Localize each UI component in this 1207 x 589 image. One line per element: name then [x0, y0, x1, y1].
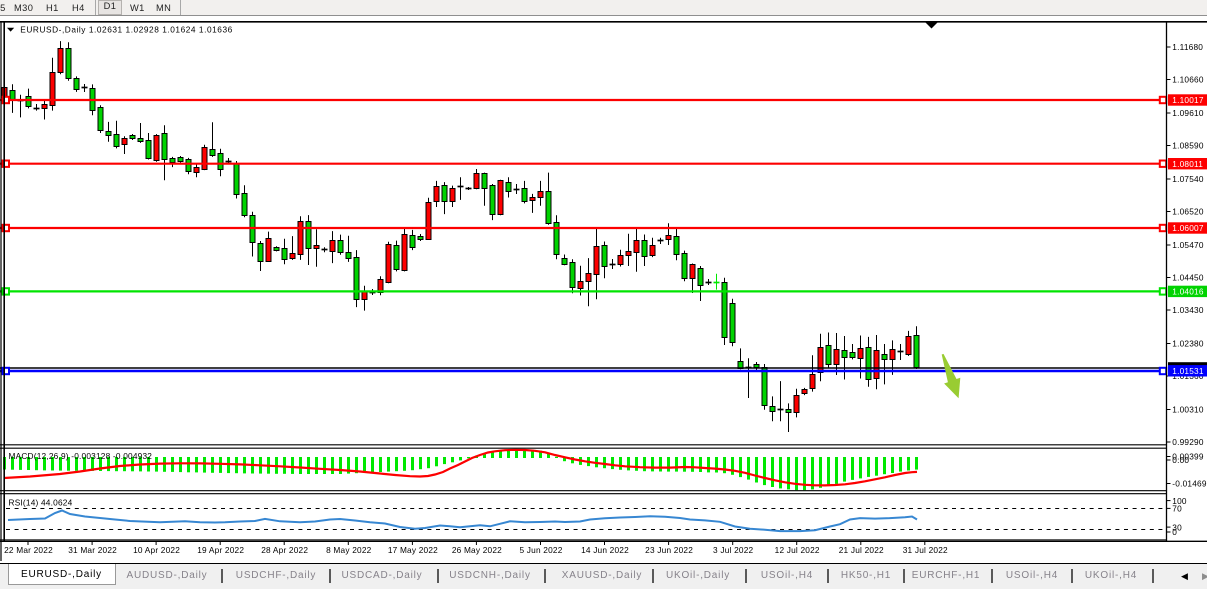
svg-text:21 Jul 2022: 21 Jul 2022: [839, 545, 884, 555]
svg-text:1.04016: 1.04016: [1172, 287, 1204, 297]
svg-text:12 Jul 2022: 12 Jul 2022: [775, 545, 820, 555]
svg-text:1.05470: 1.05470: [1172, 240, 1204, 250]
svg-text:28 Apr 2022: 28 Apr 2022: [261, 545, 308, 555]
svg-text:1.04450: 1.04450: [1172, 273, 1204, 283]
svg-text:0: 0: [1172, 527, 1177, 537]
svg-text:17 May 2022: 17 May 2022: [388, 545, 438, 555]
svg-text:70: 70: [1172, 504, 1182, 514]
svg-text:0.00: 0.00: [1172, 455, 1189, 465]
svg-text:1.03430: 1.03430: [1172, 305, 1204, 315]
svg-text:0.00399: 0.00399: [1172, 452, 1204, 462]
svg-text:3 Jul 2022: 3 Jul 2022: [713, 545, 753, 555]
svg-text:MACD(12,26,9) -0.003128 -0.004: MACD(12,26,9) -0.003128 -0.004932: [9, 451, 153, 461]
svg-text:1.02380: 1.02380: [1172, 339, 1204, 349]
svg-text:1.10660: 1.10660: [1172, 75, 1204, 85]
svg-text:30: 30: [1172, 522, 1182, 532]
svg-text:26 May 2022: 26 May 2022: [452, 545, 502, 555]
svg-text:100: 100: [1172, 496, 1187, 506]
svg-text:1.08011: 1.08011: [1172, 159, 1203, 169]
svg-text:1.00310: 1.00310: [1172, 405, 1204, 415]
svg-text:31 Mar 2022: 31 Mar 2022: [68, 545, 117, 555]
svg-text:8 May 2022: 8 May 2022: [326, 545, 372, 555]
svg-text:1.08590: 1.08590: [1172, 141, 1204, 151]
svg-text:19 Apr 2022: 19 Apr 2022: [197, 545, 244, 555]
svg-text:EURUSD-,Daily 1.02631 1.02928: EURUSD-,Daily 1.02631 1.02928 1.01624 1.…: [20, 25, 232, 35]
svg-text:1.09610: 1.09610: [1172, 108, 1204, 118]
svg-text:23 Jun 2022: 23 Jun 2022: [645, 545, 693, 555]
svg-text:1.07540: 1.07540: [1172, 174, 1204, 184]
svg-text:31 Jul 2022: 31 Jul 2022: [903, 545, 948, 555]
svg-text:14 Jun 2022: 14 Jun 2022: [581, 545, 629, 555]
svg-text:10 Apr 2022: 10 Apr 2022: [133, 545, 180, 555]
svg-text:1.10017: 1.10017: [1172, 95, 1204, 105]
svg-text:1.06007: 1.06007: [1172, 223, 1204, 233]
svg-text:1.06520: 1.06520: [1172, 207, 1204, 217]
svg-text:-0.01469: -0.01469: [1172, 479, 1207, 489]
svg-text:5 Jun 2022: 5 Jun 2022: [519, 545, 562, 555]
svg-text:0.99290: 0.99290: [1172, 437, 1204, 447]
svg-text:22 Mar 2022: 22 Mar 2022: [4, 545, 53, 555]
svg-text:1.01531: 1.01531: [1172, 366, 1204, 376]
svg-text:1.11680: 1.11680: [1172, 42, 1203, 52]
svg-text:RSI(14) 44.0624: RSI(14) 44.0624: [9, 498, 73, 508]
